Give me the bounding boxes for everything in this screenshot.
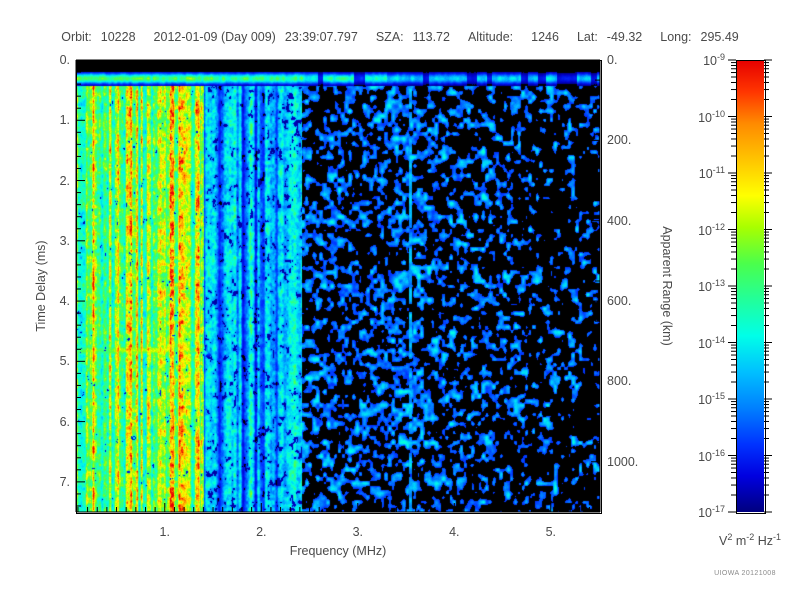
radargram-plot-area <box>76 60 600 512</box>
unit-hz-exp: -1 <box>773 532 782 542</box>
colorbar-tick-label-3: 10-12 <box>698 221 725 238</box>
orbit-label: Orbit: <box>61 30 92 44</box>
y-tick-right-3: 600. <box>607 294 632 309</box>
radargram-heatmap <box>76 60 600 512</box>
observation-time: 23:39:07.797 <box>284 30 358 44</box>
orbit-value: 10228 <box>100 30 136 44</box>
colorbar-unit-label: V2 m-2 Hz-1 <box>700 532 800 548</box>
latitude-value: -49.32 <box>606 30 643 44</box>
colorbar-tick-label-5: 10-14 <box>698 334 725 351</box>
unit-v: V <box>718 534 728 549</box>
y-tick-left-7: 7. <box>59 474 70 489</box>
colorbar-tick-label-0: 10-9 <box>703 51 725 69</box>
colorbar-tick-label-4: 10-13 <box>698 277 725 295</box>
y-tick-left-0: 0. <box>59 53 70 67</box>
altitude-label: Altitude: <box>467 30 514 44</box>
unit-m: m <box>732 534 747 549</box>
sza-value: 113.72 <box>412 30 450 44</box>
y-tick-right-2: 400. <box>607 213 632 228</box>
y-tick-right-5: 1000. <box>607 454 639 469</box>
observation-date: 2012-01-09 (Day 009) <box>153 30 276 44</box>
unit-m-exp: -2 <box>746 532 755 542</box>
y-tick-right-1: 200. <box>607 133 632 148</box>
colorbar-tick-label-8: 10-17 <box>698 503 725 521</box>
y-tick-left-3: 3. <box>59 233 70 248</box>
colorbar-gradient <box>736 60 764 512</box>
x-axis-title: Frequency (MHz) <box>289 544 387 558</box>
latitude-label: Lat: <box>576 30 598 44</box>
y-tick-left-4: 4. <box>59 294 70 309</box>
altitude-value: 1246 <box>531 30 559 44</box>
x-tick-1: 2. <box>256 525 267 539</box>
y-tick-left-6: 6. <box>59 414 70 429</box>
y-tick-left-5: 5. <box>59 354 70 369</box>
unit-v-exp: 2 <box>727 532 733 542</box>
unit-hz: Hz <box>754 534 773 549</box>
y-tick-right-0: 0. <box>607 53 618 67</box>
y-tick-right-4: 800. <box>607 374 632 389</box>
y-tick-left-2: 2. <box>59 173 70 188</box>
credit-text: UIOWA 20121008 <box>714 570 776 577</box>
longitude-value: 295.49 <box>700 30 739 44</box>
x-tick-2: 3. <box>352 525 363 539</box>
x-tick-3: 4. <box>449 525 460 539</box>
x-tick-4: 5. <box>545 525 556 539</box>
x-tick-0: 1. <box>159 525 170 539</box>
longitude-label: Long: <box>660 30 692 44</box>
y-tick-left-1: 1. <box>59 113 70 128</box>
colorbar-tick-label-7: 10-16 <box>698 447 725 464</box>
colorbar-tick-label-6: 10-15 <box>698 390 725 408</box>
colorbar-tick-label-2: 10-11 <box>698 164 725 182</box>
colorbar-tick-label-1: 10-10 <box>698 108 725 125</box>
y-axis-title-left: Time Delay (ms) <box>34 240 48 332</box>
header-metadata: Orbit: 10228 2012-01-09 (Day 009) 23:39:07.… <box>0 30 800 44</box>
y-axis-title-right: Apparent Range (km) <box>660 226 674 346</box>
sza-label: SZA: <box>375 30 404 44</box>
